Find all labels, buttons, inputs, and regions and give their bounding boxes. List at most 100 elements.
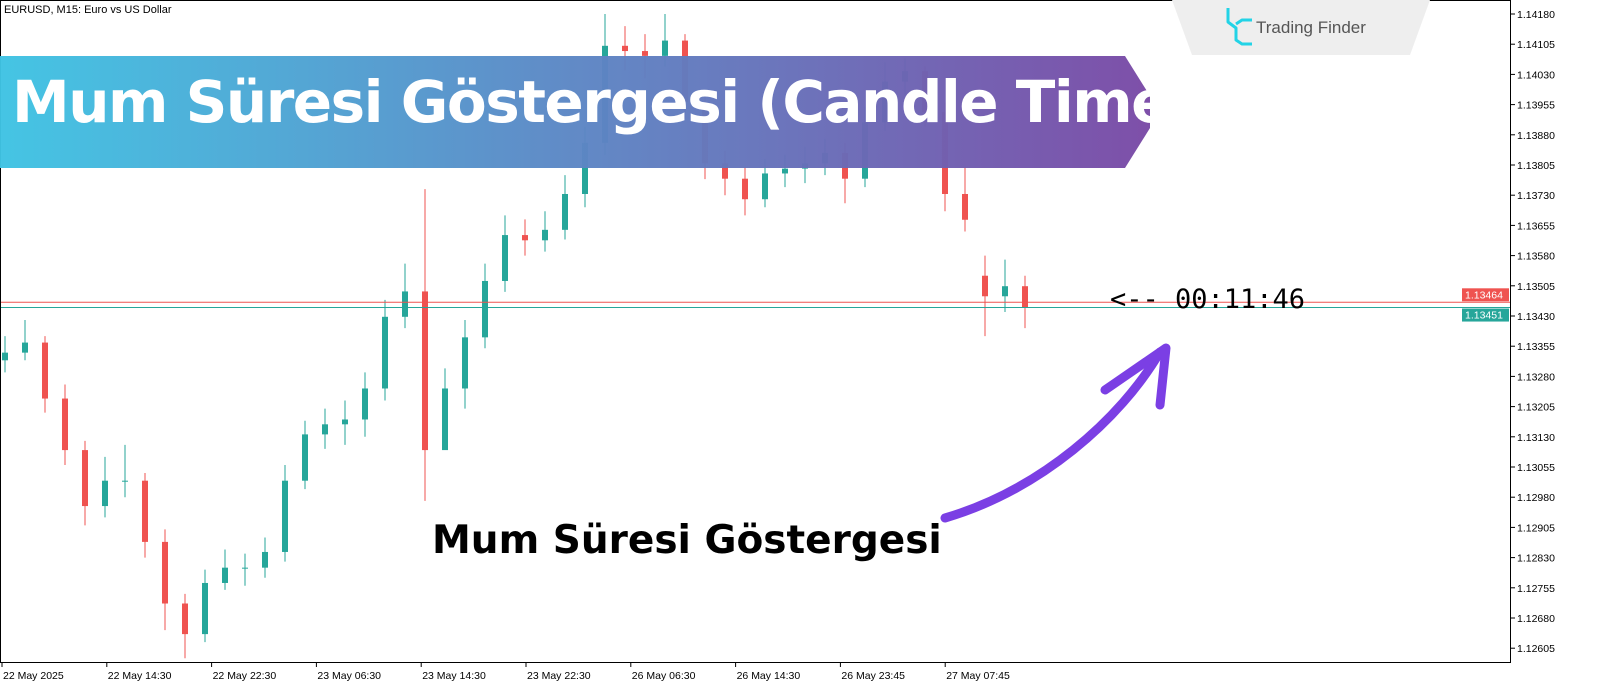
x-tick-label: 26 May 14:30: [737, 670, 801, 682]
y-tick-label: 1.13430: [1517, 311, 1555, 323]
candle-body: [622, 45, 628, 52]
x-axis: 22 May 2025 22 May 14:30 22 May 22:30 23 Ma…: [1, 662, 1010, 682]
symbol-label: EURUSD, M15: Euro vs US Dollar: [4, 4, 172, 16]
candle-body: [422, 291, 428, 451]
candle-body: [642, 51, 648, 56]
candle-body: [782, 168, 788, 174]
candle: [562, 175, 568, 240]
candle: [282, 464, 288, 562]
banner-title: Mum Süresi Göstergesi (Candle Time): [12, 68, 1195, 136]
candle-body: [382, 316, 388, 389]
candle-body: [182, 603, 188, 635]
y-tick-label: 1.13355: [1517, 341, 1555, 353]
candle-body: [1002, 286, 1008, 297]
bid-price-label: 1.13451: [1465, 310, 1503, 322]
candle-body: [202, 582, 208, 635]
candle: [122, 444, 128, 498]
candle: [262, 537, 268, 578]
candle: [162, 529, 168, 631]
candle: [222, 549, 228, 590]
arrow-head-icon: [1100, 343, 1171, 410]
y-tick-label: 1.13055: [1517, 462, 1555, 474]
y-tick-label: 1.14180: [1517, 9, 1555, 21]
x-tick-label: 22 May 2025: [3, 670, 64, 682]
x-tick-label: 27 May 07:45: [946, 670, 1010, 682]
candle: [102, 456, 108, 518]
annotation-arrow-icon: [940, 347, 1165, 523]
y-tick-label: 1.14105: [1517, 39, 1555, 51]
ask-price-tag: 1.13464: [1462, 288, 1509, 302]
plot-frame: [0, 0, 1511, 663]
candle: [962, 167, 968, 232]
candle-body: [302, 434, 308, 481]
candle: [442, 368, 448, 451]
y-tick-label: 1.12905: [1517, 522, 1555, 534]
y-tick-label: 1.12605: [1517, 643, 1555, 655]
candle-body: [282, 480, 288, 552]
candle: [142, 473, 148, 558]
x-tick-label: 26 May 23:45: [841, 670, 905, 682]
candle: [1002, 259, 1008, 312]
candle-body: [122, 480, 128, 482]
x-tick-label: 26 May 06:30: [632, 670, 696, 682]
candle-body: [982, 275, 988, 297]
candle-body: [242, 567, 248, 569]
candle-body: [222, 567, 228, 583]
candle: [542, 211, 548, 252]
y-tick-label: 1.12980: [1517, 492, 1555, 504]
candle-body: [482, 280, 488, 338]
candle: [502, 215, 508, 292]
candle: [402, 263, 408, 329]
candle-body: [962, 193, 968, 220]
candle-body: [582, 142, 588, 194]
candle-countdown: <-- 00:11:46: [1110, 284, 1306, 315]
candle-body: [142, 480, 148, 542]
candle-body: [722, 163, 728, 179]
title-banner: [0, 56, 1150, 168]
candle-body: [742, 178, 748, 200]
y-tick-label: 1.12755: [1517, 583, 1555, 595]
x-tick-label: 22 May 14:30: [108, 670, 172, 682]
ask-price-label: 1.13464: [1465, 289, 1503, 301]
candle: [202, 569, 208, 643]
x-tick-label: 23 May 06:30: [317, 670, 381, 682]
candle: [2, 336, 8, 373]
x-tick-label: 23 May 14:30: [422, 670, 486, 682]
candle: [182, 593, 188, 659]
y-tick-label: 1.13880: [1517, 130, 1555, 142]
x-tick-label: 22 May 22:30: [213, 670, 277, 682]
candle-body: [262, 551, 268, 568]
logo-text: Trading Finder: [1256, 18, 1366, 37]
y-tick-label: 1.13955: [1517, 100, 1555, 112]
candle-body: [82, 450, 88, 507]
y-tick-label: 1.13280: [1517, 371, 1555, 383]
candle-body: [562, 193, 568, 230]
candle-body: [22, 342, 28, 353]
candle: [422, 189, 428, 501]
candle-body: [542, 229, 548, 241]
y-tick-label: 1.12680: [1517, 613, 1555, 625]
y-tick-label: 1.14030: [1517, 69, 1555, 81]
y-tick-label: 1.13655: [1517, 220, 1555, 232]
candle: [982, 255, 988, 337]
trading-finder-logo-icon: [1226, 8, 1252, 46]
candle: [82, 440, 88, 526]
candle: [482, 263, 488, 349]
candle: [42, 336, 48, 413]
candle-body: [662, 40, 668, 56]
candle-body: [322, 424, 328, 435]
candle-body: [62, 398, 68, 451]
candle-body: [502, 235, 508, 281]
candle-body: [462, 337, 468, 389]
candle-body: [362, 388, 368, 420]
y-tick-label: 1.13130: [1517, 432, 1555, 444]
candle-body: [2, 352, 8, 361]
candle: [742, 167, 748, 216]
y-tick-label: 1.12830: [1517, 553, 1555, 565]
candle: [22, 320, 28, 361]
y-tick-label: 1.13505: [1517, 281, 1555, 293]
logo-badge: [1172, 0, 1430, 55]
y-axis: 1.14180 1.14105 1.14030 1.13955 1.13880 1.138…: [1510, 9, 1555, 655]
candle: [62, 384, 68, 465]
